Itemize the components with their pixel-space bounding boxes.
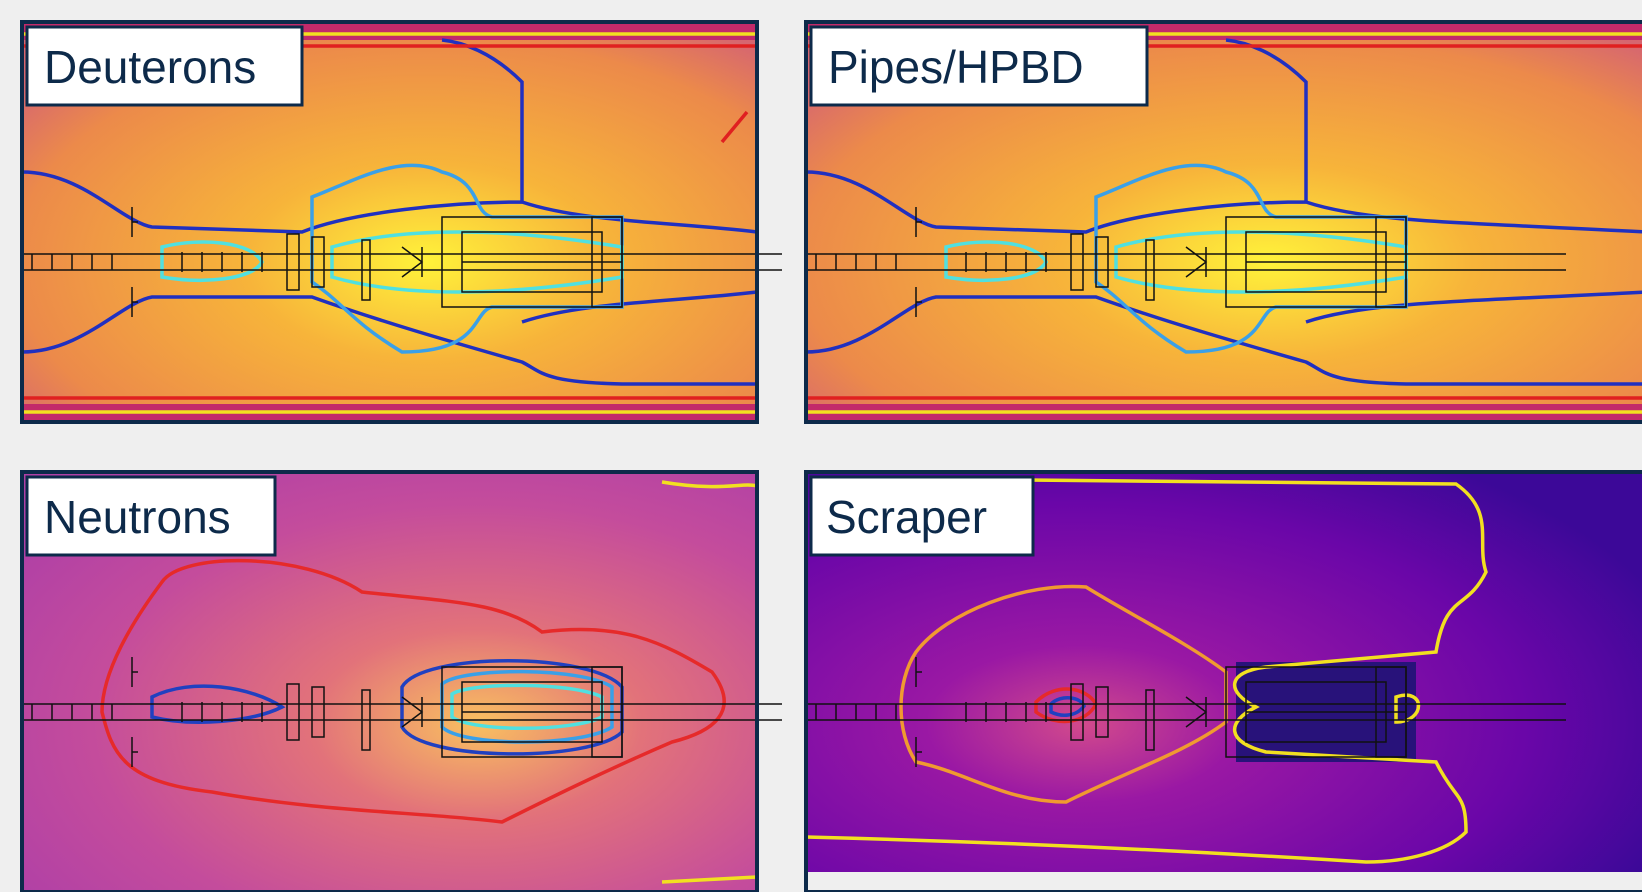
panel-label: Deuterons — [44, 41, 256, 93]
panel-label: Neutrons — [44, 491, 231, 543]
panel: Neutrons — [20, 470, 783, 892]
panel-label: Pipes/HPBD — [828, 41, 1084, 93]
panel: Deuterons — [20, 20, 783, 424]
panel: Pipes/HPBD — [804, 20, 1642, 424]
panel: Scraper — [804, 470, 1642, 892]
panel-label: Scraper — [826, 491, 987, 543]
